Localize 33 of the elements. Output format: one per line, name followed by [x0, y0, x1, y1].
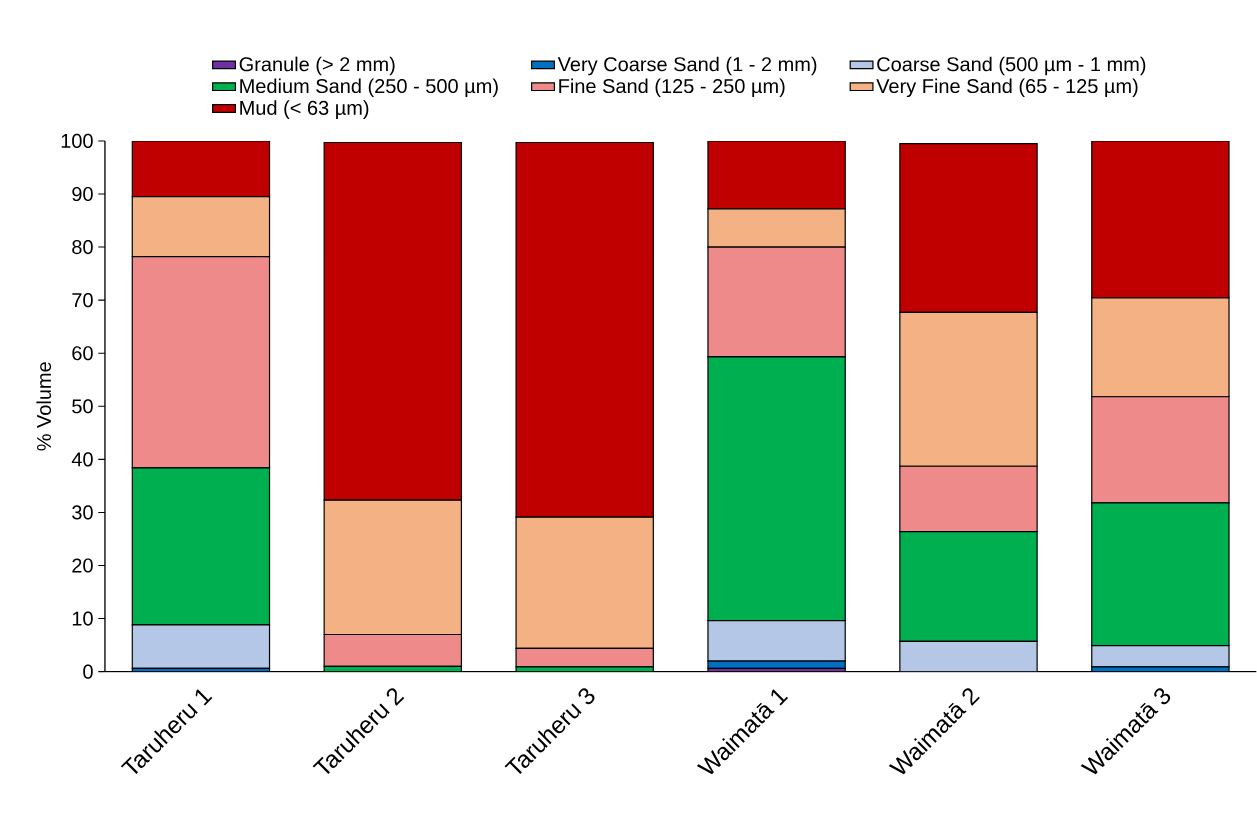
bar [515, 142, 654, 519]
bar [707, 356, 846, 622]
bar [707, 141, 846, 210]
y-tick-label: 80 [72, 240, 93, 255]
bar [899, 531, 1038, 643]
y-tick-label: 90 [72, 187, 93, 202]
y-tick-label: 30 [72, 505, 93, 520]
legend-label: Coarse Sand (500 µm - 1 mm) [877, 56, 1146, 76]
bar [1091, 141, 1230, 299]
bar [707, 620, 846, 662]
y-axis-title: % Volume [36, 362, 52, 451]
bar [323, 142, 463, 502]
bar [131, 141, 271, 198]
legend-label: Very Coarse Sand (1 - 2 mm) [557, 56, 817, 76]
y-tick-label: 40 [71, 452, 93, 467]
y-tick-label: 50 [72, 399, 93, 414]
bar [899, 143, 1038, 314]
y-tick-label: 100 [61, 134, 93, 149]
bar [131, 624, 271, 670]
bar [131, 467, 271, 626]
y-tick-label: 0 [83, 664, 93, 679]
y-tick-label: 10 [72, 611, 93, 626]
legend-label: Medium Sand (250 - 500 µm) [240, 78, 498, 98]
bar [1091, 502, 1230, 647]
legend-label: Fine Sand (125 - 250 µm) [559, 78, 785, 98]
bar [899, 641, 1038, 672]
legend-label: Very Fine Sand (65 - 125 µm) [876, 78, 1138, 98]
y-tick-label: 70 [72, 293, 93, 308]
legend-label: Granule (> 2 mm) [239, 56, 395, 76]
y-tick-label: 20 [72, 558, 93, 573]
legend-label: Mud (< 63 µm) [240, 100, 369, 120]
y-tick-label: 60 [72, 346, 93, 361]
bar [1091, 645, 1230, 668]
